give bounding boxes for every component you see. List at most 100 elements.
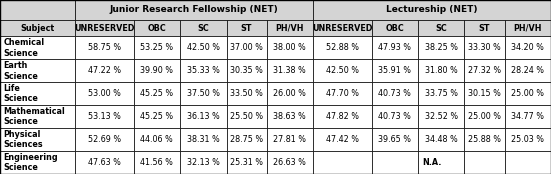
Bar [505, 128, 551, 151]
Text: 47.22 %: 47.22 % [88, 66, 121, 75]
Bar [418, 105, 464, 128]
Bar [313, 128, 371, 151]
Text: 38.31 %: 38.31 % [187, 135, 220, 144]
Text: 30.35 %: 30.35 % [230, 66, 263, 75]
Text: 30.15 %: 30.15 % [468, 89, 501, 98]
Bar [226, 82, 267, 105]
Text: 34.77 %: 34.77 % [511, 112, 544, 121]
Text: 33.30 %: 33.30 % [468, 44, 501, 52]
Bar [180, 151, 226, 174]
Text: 27.32 %: 27.32 % [468, 66, 501, 75]
Text: 47.93 %: 47.93 % [379, 44, 411, 52]
Bar [226, 59, 267, 82]
Bar [0, 82, 75, 105]
Bar [75, 59, 133, 82]
Bar [267, 20, 313, 37]
Text: 28.24 %: 28.24 % [511, 66, 544, 75]
Bar [133, 59, 180, 82]
Text: 35.91 %: 35.91 % [379, 66, 411, 75]
Text: 35.33 %: 35.33 % [187, 66, 220, 75]
Bar [371, 151, 418, 174]
Bar [371, 105, 418, 128]
Text: 40.73 %: 40.73 % [379, 89, 411, 98]
Bar [505, 20, 551, 37]
Bar [418, 82, 464, 105]
Text: 45.25 %: 45.25 % [141, 112, 174, 121]
Text: OBC: OBC [148, 24, 166, 33]
Text: UNRESERVED: UNRESERVED [312, 24, 372, 33]
Bar [418, 20, 464, 37]
Bar [371, 20, 418, 37]
Bar [75, 37, 133, 59]
Bar [180, 37, 226, 59]
Text: 44.06 %: 44.06 % [141, 135, 173, 144]
Text: 53.25 %: 53.25 % [141, 44, 174, 52]
Bar [313, 59, 371, 82]
Bar [313, 82, 371, 105]
Text: 33.50 %: 33.50 % [230, 89, 263, 98]
Bar [226, 151, 267, 174]
Text: SC: SC [197, 24, 209, 33]
Bar [226, 105, 267, 128]
Bar [313, 0, 551, 20]
Text: N.A.: N.A. [422, 158, 442, 167]
Bar [226, 128, 267, 151]
Bar [133, 37, 180, 59]
Bar [313, 151, 371, 174]
Text: 47.70 %: 47.70 % [326, 89, 359, 98]
Text: 40.73 %: 40.73 % [379, 112, 411, 121]
Bar [180, 128, 226, 151]
Bar [505, 37, 551, 59]
Text: 34.20 %: 34.20 % [511, 44, 544, 52]
Bar [133, 20, 180, 37]
Bar [75, 128, 133, 151]
Text: Engineering
Science: Engineering Science [3, 153, 58, 172]
Bar [75, 151, 133, 174]
Bar [0, 37, 75, 59]
Bar [75, 0, 313, 20]
Bar [0, 0, 75, 20]
Bar [75, 105, 133, 128]
Text: 25.00 %: 25.00 % [468, 112, 501, 121]
Text: 38.00 %: 38.00 % [273, 44, 306, 52]
Text: 33.75 %: 33.75 % [425, 89, 458, 98]
Bar [505, 59, 551, 82]
Text: 26.00 %: 26.00 % [273, 89, 306, 98]
Bar [75, 82, 133, 105]
Text: 52.69 %: 52.69 % [88, 135, 121, 144]
Text: 58.75 %: 58.75 % [88, 44, 121, 52]
Bar [267, 82, 313, 105]
Text: Junior Research Fellowship (NET): Junior Research Fellowship (NET) [110, 6, 278, 14]
Bar [0, 20, 75, 37]
Text: 31.38 %: 31.38 % [273, 66, 306, 75]
Bar [180, 82, 226, 105]
Text: 32.52 %: 32.52 % [425, 112, 458, 121]
Bar [371, 37, 418, 59]
Text: SC: SC [435, 24, 447, 33]
Bar [313, 20, 371, 37]
Bar [464, 20, 505, 37]
Bar [267, 105, 313, 128]
Bar [133, 151, 180, 174]
Text: 38.63 %: 38.63 % [273, 112, 306, 121]
Text: 25.03 %: 25.03 % [511, 135, 544, 144]
Text: 47.82 %: 47.82 % [326, 112, 359, 121]
Bar [313, 105, 371, 128]
Bar [267, 37, 313, 59]
Text: 26.63 %: 26.63 % [273, 158, 306, 167]
Text: 41.56 %: 41.56 % [141, 158, 173, 167]
Text: 37.00 %: 37.00 % [230, 44, 263, 52]
Bar [505, 105, 551, 128]
Bar [464, 128, 505, 151]
Text: 52.88 %: 52.88 % [326, 44, 359, 52]
Bar [371, 82, 418, 105]
Text: 25.50 %: 25.50 % [230, 112, 263, 121]
Bar [180, 105, 226, 128]
Bar [418, 59, 464, 82]
Text: 39.90 %: 39.90 % [141, 66, 174, 75]
Text: Subject: Subject [20, 24, 55, 33]
Text: 37.50 %: 37.50 % [187, 89, 220, 98]
Bar [505, 82, 551, 105]
Text: Lectureship (NET): Lectureship (NET) [386, 6, 478, 14]
Bar [133, 128, 180, 151]
